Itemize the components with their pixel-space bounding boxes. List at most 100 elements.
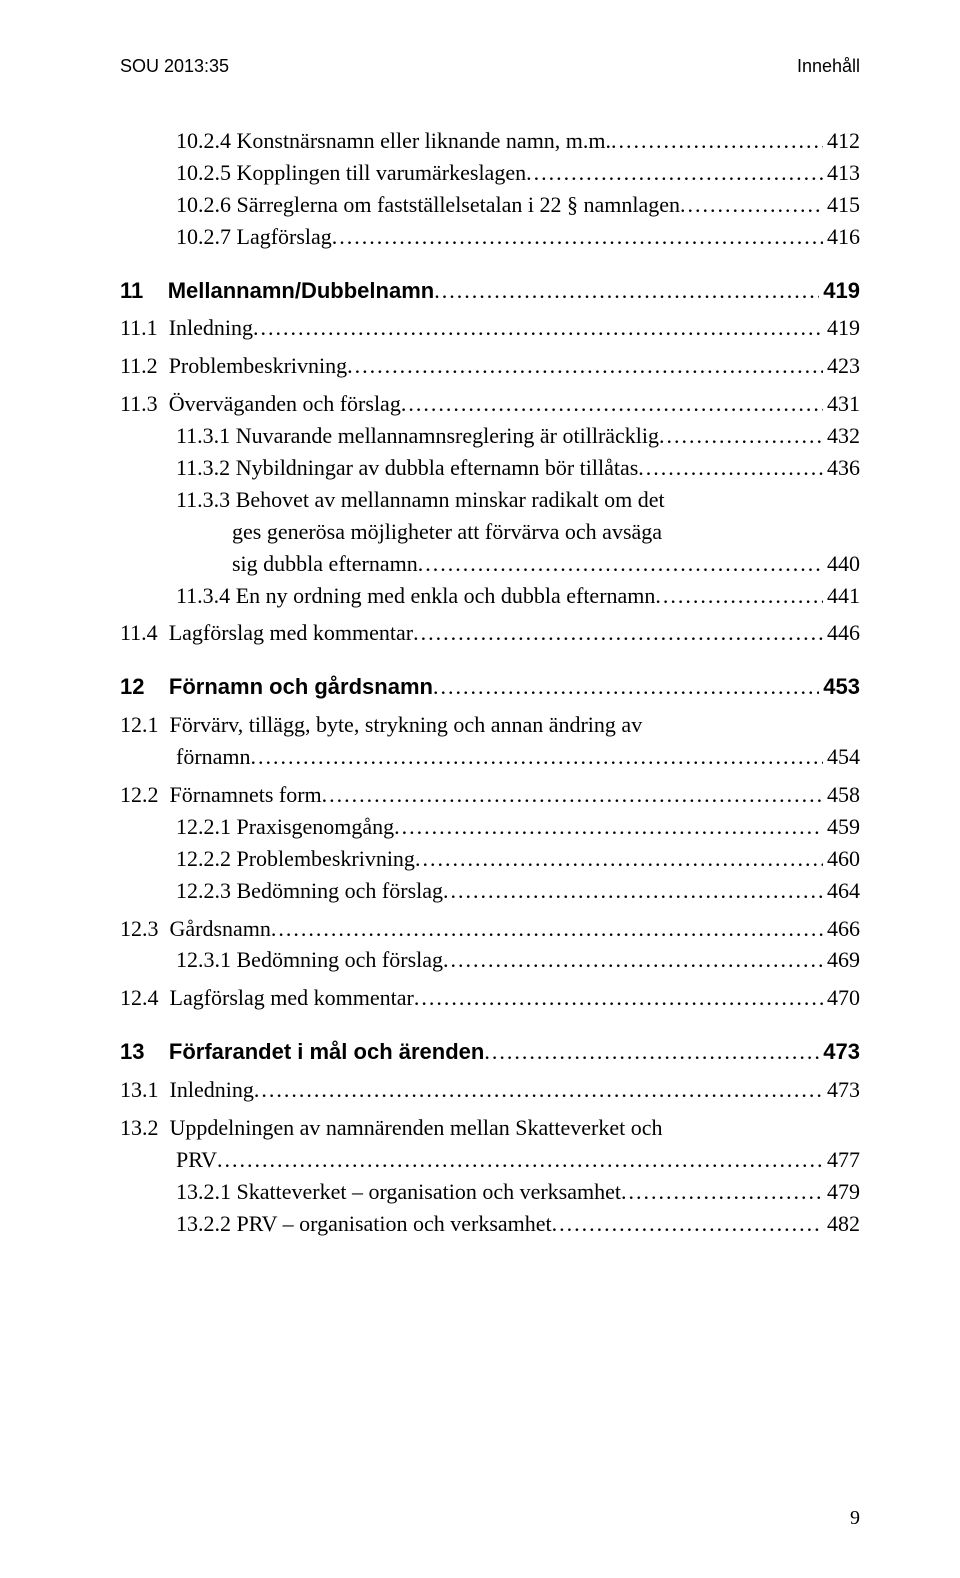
toc-number: 10.2.4 (176, 125, 237, 157)
toc-leader-dots (638, 452, 823, 484)
toc-row-continuation: ges generösa möjligheter att förvärva oc… (120, 516, 860, 548)
toc-number: 13.2.1 (176, 1176, 237, 1208)
toc-row: 12.4 Lagförslag med kommentar470 (120, 982, 860, 1014)
toc-number: 12.2 (120, 779, 170, 811)
toc-row: 13 Förfarandet i mål och ärenden473 (120, 1036, 860, 1068)
toc-label: Förnamnets form (170, 779, 322, 811)
toc-number: 12.4 (120, 982, 170, 1014)
toc-page: 419 (823, 312, 860, 344)
toc-number: 11.3.3 (176, 487, 236, 512)
toc-leader-dots (217, 1144, 823, 1176)
toc-label: Nuvarande mellannamnsreglering är otillr… (236, 420, 659, 452)
toc-leader-dots (401, 388, 823, 420)
toc-number: 13.1 (120, 1074, 170, 1106)
toc-row: 13.2.1 Skatteverket – organisation och v… (120, 1176, 860, 1208)
toc-row: 12.2 Förnamnets form458 (120, 779, 860, 811)
toc-row-last: sig dubbla efternamn 440 (120, 548, 860, 580)
toc-row: 10.2.7 Lagförslag416 (120, 221, 860, 253)
toc-entries: 10.2.4 Konstnärsnamn eller liknande namn… (120, 125, 860, 1240)
toc-number: 11 (120, 275, 168, 307)
toc-page: 440 (823, 548, 860, 580)
toc-label: Inledning (170, 1074, 254, 1106)
toc-page: 419 (819, 275, 860, 307)
toc-leader-dots (253, 312, 823, 344)
toc-row: 10.2.4 Konstnärsnamn eller liknande namn… (120, 125, 860, 157)
toc-leader-dots (484, 1036, 819, 1068)
toc-row: 12.2.1 Praxisgenomgång459 (120, 811, 860, 843)
toc-leader-dots (655, 580, 823, 612)
toc-leader-dots (254, 1074, 823, 1106)
toc-page: 446 (823, 617, 860, 649)
toc-leader-dots (526, 157, 823, 189)
toc-label: Förfarandet i mål och ärenden (169, 1036, 484, 1068)
toc-row: 10.2.5 Kopplingen till varumärkeslagen41… (120, 157, 860, 189)
toc-page: 453 (819, 671, 860, 703)
toc-page: 460 (823, 843, 860, 875)
toc-page: 466 (823, 913, 860, 945)
toc-label: Konstnärsnamn eller liknande namn, m.m. (237, 125, 612, 157)
toc-label: Skatteverket – organisation och verksamh… (237, 1176, 621, 1208)
toc-label: Praxisgenomgång (237, 811, 395, 843)
toc-leader-dots (415, 843, 823, 875)
toc-page: 482 (823, 1208, 860, 1240)
toc-page: 459 (823, 811, 860, 843)
toc-leader-dots (413, 617, 823, 649)
toc-leader-dots (443, 944, 823, 976)
toc-leader-dots (271, 913, 823, 945)
toc-label: Förvärv, tillägg, byte, strykning och an… (170, 712, 643, 737)
toc-page: 412 (823, 125, 860, 157)
toc-number: 12.1 (120, 712, 170, 737)
toc-row: 11.4 Lagförslag med kommentar 446 (120, 617, 860, 649)
toc-leader-dots (443, 875, 823, 907)
toc-label: Gårdsnamn (170, 913, 271, 945)
toc-leader-dots (394, 811, 823, 843)
toc-page: 469 (823, 944, 860, 976)
toc-leader-dots (611, 125, 823, 157)
toc-label: PRV (176, 1144, 217, 1176)
toc-label: Problembeskrivning (237, 843, 415, 875)
toc-label: sig dubbla efternamn (232, 548, 418, 580)
toc-label: Uppdelningen av namnärenden mellan Skatt… (170, 1115, 663, 1140)
toc-row: 11.3.3 Behovet av mellannamn minskar rad… (120, 484, 860, 516)
toc-leader-dots (552, 1208, 823, 1240)
toc-label: Nybildningar av dubbla efternamn bör til… (236, 452, 639, 484)
toc-page: 416 (823, 221, 860, 253)
toc-number: 12.3.1 (176, 944, 237, 976)
toc-page: 413 (823, 157, 860, 189)
toc-leader-dots (322, 779, 823, 811)
toc-page: 423 (823, 350, 860, 382)
page-number: 9 (850, 1507, 860, 1530)
toc-number: 11.4 (120, 617, 169, 649)
toc-gap (120, 253, 860, 275)
toc-page: 454 (823, 741, 860, 773)
toc-page: 441 (823, 580, 860, 612)
toc-page: 432 (823, 420, 860, 452)
toc-row: 12.1 Förvärv, tillägg, byte, strykning o… (120, 709, 860, 741)
toc-row: 12.3.1 Bedömning och förslag469 (120, 944, 860, 976)
toc-page: 473 (819, 1036, 860, 1068)
toc-number: 11.3.4 (176, 580, 236, 612)
toc-label: Kopplingen till varumärkeslagen (237, 157, 527, 189)
toc-number: 10.2.6 (176, 189, 237, 221)
toc-row-last: förnamn454 (120, 741, 860, 773)
toc-label: Förnamn och gårdsnamn (169, 671, 433, 703)
toc-label: Mellannamn/Dubbelnamn (168, 275, 434, 307)
toc-row: 11.3.4 En ny ordning med enkla och dubbl… (120, 580, 860, 612)
toc-label: Problembeskrivning (169, 350, 347, 382)
toc-label: Behovet av mellannamn minskar radikalt o… (236, 487, 665, 512)
toc-label: Bedömning och förslag (237, 875, 444, 907)
toc-row: 12.2.2 Problembeskrivning 460 (120, 843, 860, 875)
toc-number: 12.2.2 (176, 843, 237, 875)
toc-row: 11.3.2 Nybildningar av dubbla efternamn … (120, 452, 860, 484)
toc-label: Lagförslag med kommentar (169, 617, 413, 649)
toc-page: 415 (823, 189, 860, 221)
toc-page: 470 (823, 982, 860, 1014)
toc-number: 11.3.1 (176, 420, 236, 452)
toc-number: 11.3.2 (176, 452, 236, 484)
toc-label: PRV – organisation och verksamhet (237, 1208, 552, 1240)
toc-label: En ny ordning med enkla och dubbla efter… (236, 580, 656, 612)
toc-number: 12.2.3 (176, 875, 237, 907)
toc-page: 479 (823, 1176, 860, 1208)
toc-label: Inledning (169, 312, 253, 344)
toc-leader-dots (414, 982, 823, 1014)
